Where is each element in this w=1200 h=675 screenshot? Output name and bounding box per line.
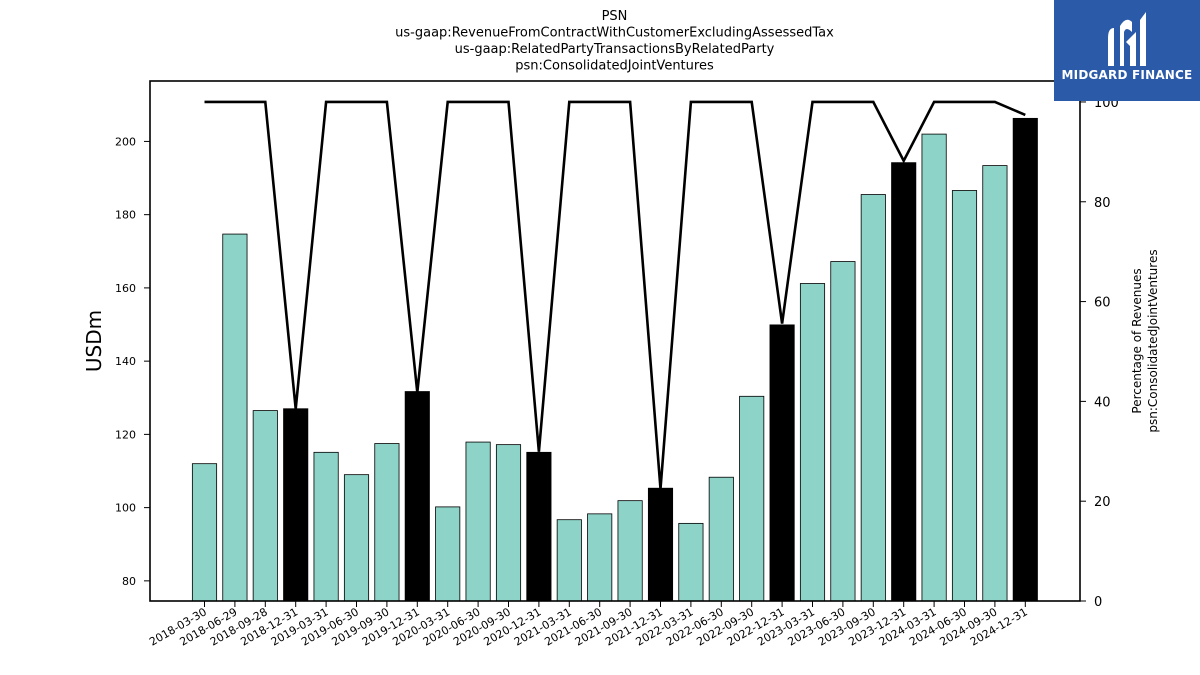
chart-title-line: us-gaap:RevenueFromContractWithCustomerE…: [395, 26, 834, 41]
left-tick-label: 180: [115, 209, 136, 222]
bar: [647, 487, 674, 602]
bar: [404, 391, 430, 602]
left-tick-label: 80: [122, 575, 136, 588]
bar: [526, 451, 552, 602]
bar: [313, 451, 339, 602]
left-axis-ticks: 80 100 120 140 160 180 200: [115, 135, 150, 588]
revenue-percentage-line: [204, 100, 1026, 489]
left-tick-label: 100: [115, 502, 136, 515]
bar: [465, 441, 491, 602]
bar: [556, 519, 582, 602]
logo-text: MIDGARD FINANCE: [1061, 68, 1193, 82]
bar: [1012, 117, 1038, 602]
bar: [739, 395, 765, 602]
y-axis-label-left: USDm: [82, 310, 106, 372]
left-tick-label: 200: [115, 135, 136, 148]
bar: [830, 261, 856, 602]
bar: [860, 194, 886, 602]
bar: [191, 463, 218, 602]
y-axis-label-right-line-2: psn:ConsolidatedJointVentures: [1146, 249, 1160, 432]
bar: [769, 324, 795, 602]
bar: [891, 162, 917, 602]
revenue-percentage-line-layer: [204, 100, 1026, 489]
right-tick-label: 40: [1094, 395, 1111, 410]
bar: [799, 283, 826, 602]
y-axis-label-right: Percentage of Revenues psn:ConsolidatedJ…: [1130, 249, 1160, 432]
left-tick-label: 160: [115, 282, 136, 295]
plot-frame: [149, 80, 1081, 602]
right-tick-label: 20: [1094, 495, 1111, 510]
bar: [587, 513, 613, 602]
bar: [921, 133, 947, 602]
bar: [283, 408, 309, 602]
bar: [343, 474, 370, 602]
midgard-finance-logo: MIDGARD FINANCE: [1054, 0, 1200, 101]
bar: [678, 522, 704, 602]
x-axis-ticks: 2018-03-302018-06-292018-09-282018-12-31…: [147, 601, 1030, 649]
bars: [191, 117, 1038, 602]
bar: [708, 476, 734, 602]
chart-title: PSN us-gaap:RevenueFromContractWithCustom…: [395, 9, 834, 74]
bar: [252, 410, 278, 602]
right-tick-label: 60: [1094, 296, 1111, 311]
bar: [222, 233, 248, 602]
bar: [617, 500, 643, 602]
right-tick-label: 80: [1094, 196, 1111, 211]
left-tick-label: 140: [115, 355, 136, 368]
chart-title-line: PSN: [602, 9, 628, 24]
bar: [982, 165, 1008, 602]
left-tick-label: 120: [115, 428, 136, 441]
y-axis-label-right-line-1: Percentage of Revenues: [1130, 268, 1144, 413]
midgard-logo-icon: [1108, 12, 1146, 66]
right-tick-label: 0: [1094, 595, 1102, 610]
chart-title-line: us-gaap:RelatedPartyTransactionsByRelate…: [455, 42, 775, 57]
bar: [374, 443, 400, 602]
bar: [951, 190, 978, 602]
axes: [149, 80, 1081, 602]
bar: [495, 444, 522, 602]
chart-title-line: psn:ConsolidatedJointVentures: [515, 59, 714, 74]
bar: [435, 506, 461, 602]
